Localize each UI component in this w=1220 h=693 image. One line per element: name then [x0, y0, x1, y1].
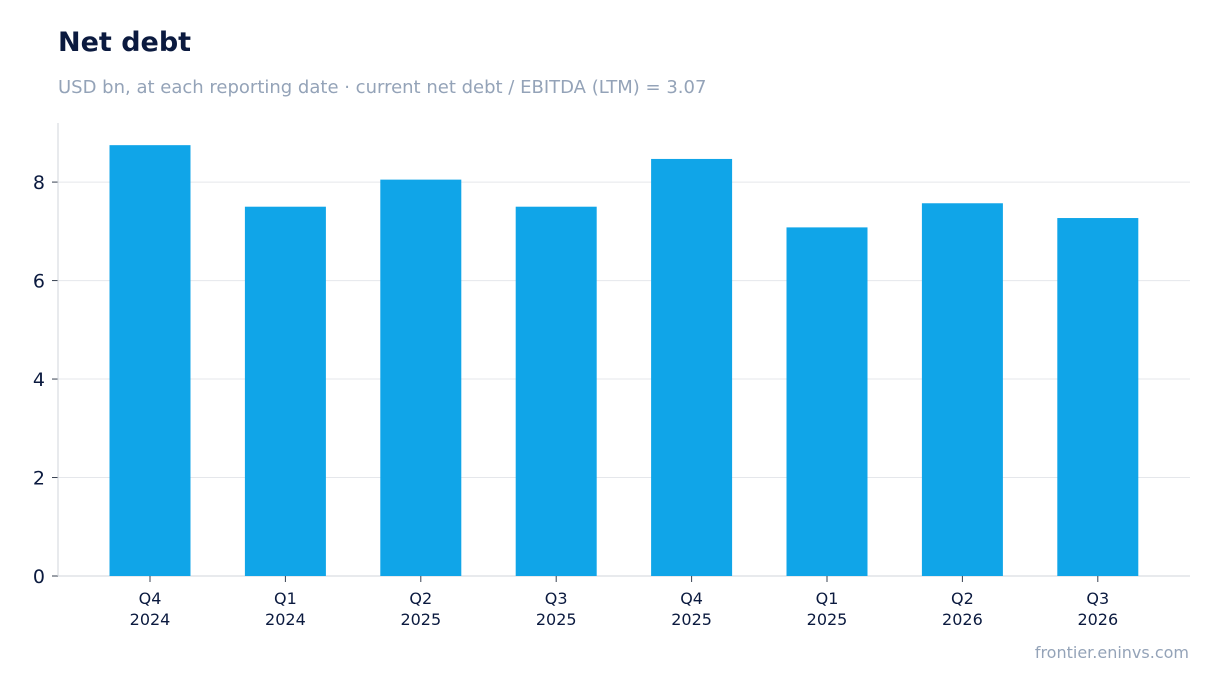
x-tick-label-quarter: Q2	[951, 589, 974, 608]
x-tick-label-quarter: Q2	[409, 589, 432, 608]
x-tick-label-quarter: Q4	[680, 589, 703, 608]
x-tick-label-year: 2025	[671, 610, 712, 629]
x-tick-label-year: 2025	[807, 610, 848, 629]
chart-title: Net debt	[58, 27, 192, 58]
x-tick-label-year: 2024	[265, 610, 306, 629]
bar	[109, 145, 191, 577]
bar	[1057, 218, 1139, 576]
x-tick-label-year: 2026	[942, 610, 983, 629]
x-tick-label-quarter: Q3	[545, 589, 568, 608]
bar	[244, 206, 326, 576]
bar	[921, 203, 1003, 577]
y-tick-label: 0	[33, 566, 45, 588]
chart-subtitle: USD bn, at each reporting date · current…	[58, 77, 707, 98]
x-tick-label-year: 2025	[536, 610, 577, 629]
x-tick-label-quarter: Q1	[816, 589, 839, 608]
y-tick-label: 8	[33, 172, 45, 194]
bar	[380, 179, 462, 576]
source-note: frontier.eninvs.com	[1034, 643, 1189, 662]
y-tick-label: 2	[33, 468, 45, 490]
bar	[515, 206, 597, 576]
bar	[651, 158, 733, 576]
y-tick-label: 6	[33, 271, 45, 293]
x-tick-label-year: 2026	[1077, 610, 1118, 629]
x-tick-label-quarter: Q1	[274, 589, 297, 608]
bar	[786, 227, 868, 576]
x-tick-label-year: 2025	[400, 610, 441, 629]
x-tick-label-quarter: Q3	[1086, 589, 1109, 608]
x-tick-label-year: 2024	[130, 610, 171, 629]
x-tick-label-quarter: Q4	[139, 589, 162, 608]
y-tick-label: 4	[33, 369, 45, 391]
